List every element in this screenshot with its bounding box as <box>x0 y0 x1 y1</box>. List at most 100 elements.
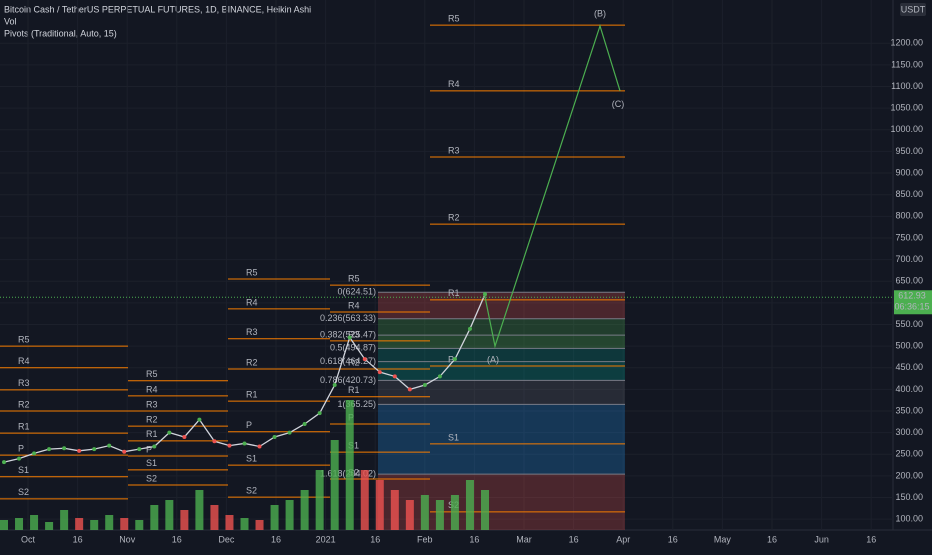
price-point <box>347 335 352 340</box>
volume-bar <box>225 515 234 530</box>
wave-path <box>483 23 621 349</box>
wave-label: (B) <box>594 8 606 18</box>
pivot-label: R2 <box>348 357 360 367</box>
volume-legend: Vol <box>4 16 17 26</box>
price-point <box>227 443 232 448</box>
pivot-label: R5 <box>448 13 460 23</box>
price-point <box>92 447 97 452</box>
volume-bar <box>0 520 8 530</box>
price-point <box>332 383 337 388</box>
x-tick-label: 16 <box>370 534 380 544</box>
currency-badge[interactable] <box>900 3 926 16</box>
price-point <box>77 448 82 453</box>
x-tick-label: 16 <box>767 534 777 544</box>
x-tick-label: Mar <box>516 534 532 544</box>
volume-bar <box>270 505 279 530</box>
volume-bar <box>315 470 324 530</box>
y-tick-label: 250.00 <box>895 449 923 459</box>
volume-bar <box>135 520 144 530</box>
volume-bar <box>210 505 219 530</box>
y-tick-label: 500.00 <box>895 340 923 350</box>
price-point <box>302 422 307 426</box>
pivot-label: P <box>18 444 24 454</box>
pivots-legend: Pivots (Traditional, Auto, 15) <box>4 28 117 38</box>
pivot-label: R3 <box>348 329 360 339</box>
price-point <box>2 460 6 465</box>
price-point <box>152 444 157 449</box>
x-tick-label: Feb <box>417 534 433 544</box>
pivot-label: S1 <box>146 458 157 468</box>
y-tick-label: 350.00 <box>895 405 923 415</box>
volume-bar <box>165 500 174 530</box>
y-tick-label: 700.00 <box>895 254 923 264</box>
volume-bar <box>45 522 54 530</box>
pivot-label: R1 <box>348 385 360 395</box>
price-point <box>182 434 187 439</box>
pivot-label: R3 <box>246 327 258 337</box>
fib-label: 0.382(525.47) <box>320 329 376 339</box>
y-tick-label: 800.00 <box>895 211 923 221</box>
pivot-label: R3 <box>146 399 158 409</box>
volume-bar <box>420 495 429 530</box>
y-tick-label: 1100.00 <box>891 81 923 91</box>
pivot-label: R5 <box>246 267 258 277</box>
volume-bar <box>90 520 99 530</box>
price-point <box>122 449 127 454</box>
pivot-label: R1 <box>246 389 258 399</box>
volume-bar <box>330 440 339 530</box>
volume-bar <box>465 480 474 530</box>
price-point <box>197 417 202 422</box>
price-point <box>392 374 397 379</box>
volume-bar <box>30 515 39 530</box>
pivot-label: R4 <box>18 356 30 366</box>
wave-label: (A) <box>487 354 499 364</box>
fib-label: 0(624.51) <box>337 287 376 297</box>
y-tick-label: 200.00 <box>895 470 923 480</box>
pivot-label: R3 <box>18 378 30 388</box>
volume-bar <box>255 520 264 530</box>
volume-bar <box>75 518 84 530</box>
fib-band <box>378 474 625 530</box>
volume-bar <box>60 510 69 530</box>
price-point <box>32 451 37 456</box>
x-tick-label: Dec <box>218 534 235 544</box>
pivot-label: S1 <box>18 465 29 475</box>
y-tick-label: 900.00 <box>895 167 923 177</box>
fib-label: 0.236(563.33) <box>320 313 376 323</box>
x-tick-label: 16 <box>172 534 182 544</box>
y-tick-label: 400.00 <box>895 384 923 394</box>
fib-label: 0.618(464.27) <box>320 356 376 366</box>
volume-bar <box>300 490 309 530</box>
price-point <box>257 444 262 449</box>
price-point <box>422 383 427 388</box>
price-point <box>167 430 172 435</box>
price-point <box>467 326 472 331</box>
price-point <box>407 387 412 392</box>
price-point <box>437 374 442 379</box>
price-point <box>212 439 217 444</box>
y-tick-label: 950.00 <box>895 146 923 156</box>
y-tick-label: 650.00 <box>895 276 923 286</box>
volume-bar <box>285 500 294 530</box>
fib-band <box>378 348 625 362</box>
pivot-label: R3 <box>448 145 460 155</box>
pivot-label: S1 <box>448 432 459 442</box>
volume-bar <box>481 490 489 530</box>
price-point <box>287 430 292 435</box>
pivot-label: R1 <box>18 421 30 431</box>
pivot-label: R4 <box>246 297 258 307</box>
x-tick-label: Jun <box>814 534 829 544</box>
price-point <box>377 370 382 375</box>
x-tick-label: 16 <box>866 534 876 544</box>
fib-label: 0.5(494.87) <box>330 343 376 353</box>
price-point <box>62 446 67 451</box>
x-tick-label: 16 <box>569 534 579 544</box>
y-tick-label: 850.00 <box>895 189 923 199</box>
x-tick-label: 16 <box>271 534 281 544</box>
volume-bar <box>15 518 24 530</box>
pivot-label: R5 <box>146 369 158 379</box>
symbol-title: Bitcoin Cash / TetherUS PERPETUAL FUTURE… <box>4 4 311 14</box>
volume-bar <box>240 518 249 530</box>
